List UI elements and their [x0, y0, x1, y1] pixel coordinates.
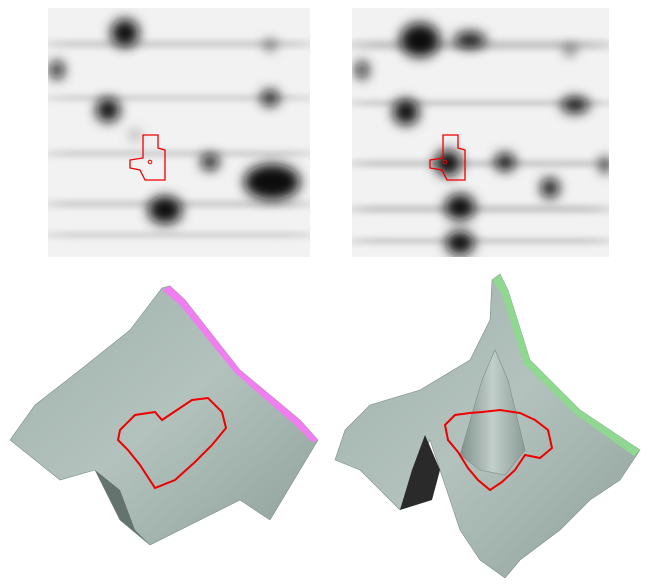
- gel-image-left: [48, 8, 310, 257]
- gel-image-right: [352, 8, 610, 257]
- figure: [0, 0, 656, 586]
- surface-left: [10, 286, 318, 545]
- surface-right: [335, 274, 640, 578]
- page: (() => { const data = JSON.parse(documen…: [0, 0, 656, 586]
